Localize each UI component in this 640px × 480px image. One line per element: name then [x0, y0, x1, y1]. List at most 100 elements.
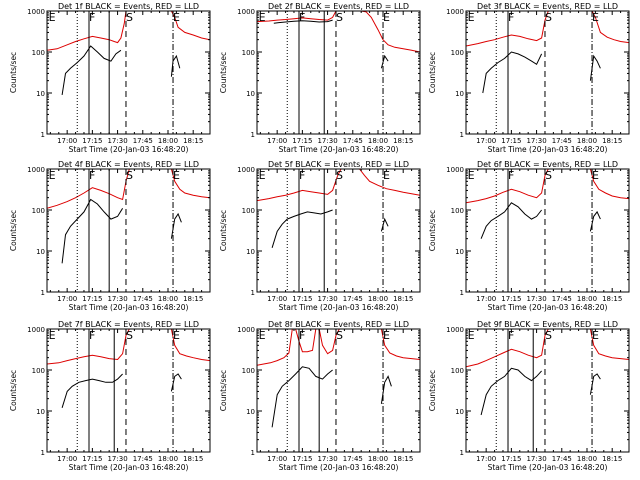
- panel-title: Det 9f BLACK = Events, RED = LLD: [477, 320, 618, 329]
- y-tick-label: 100: [242, 207, 255, 215]
- time-marker-label: E: [173, 11, 180, 24]
- x-tick-label: 18:00: [158, 137, 178, 145]
- events-series-segment: [271, 209, 333, 248]
- lld-series-segment: [466, 169, 549, 204]
- x-tick-label: 17:00: [476, 455, 496, 463]
- x-tick-label: 18:15: [393, 137, 413, 145]
- events-series-segment: [480, 202, 542, 239]
- x-tick-label: 17:15: [501, 455, 521, 463]
- panel-title: Det 4f BLACK = Events, RED = LLD: [58, 160, 199, 169]
- x-tick-label: 17:00: [57, 455, 77, 463]
- y-tick-label: 100: [32, 367, 45, 375]
- x-tick-label: 17:45: [133, 295, 153, 303]
- time-marker-label: S: [545, 11, 552, 24]
- y-tick-label: 10: [246, 90, 255, 98]
- time-marker-label: F: [299, 329, 305, 342]
- time-marker-label: S: [126, 169, 133, 182]
- x-tick-label: 18:15: [602, 137, 622, 145]
- x-tick-label: 17:15: [501, 295, 521, 303]
- time-marker-label: S: [126, 11, 133, 24]
- events-series-segment: [170, 373, 182, 392]
- y-tick-label: 100: [32, 207, 45, 215]
- time-marker-label: F: [89, 329, 95, 342]
- x-tick-label: 18:00: [368, 455, 388, 463]
- x-axis-title: Start Time (20-Jan-03 16:48:20): [69, 145, 189, 154]
- x-tick-label: 18:00: [577, 295, 597, 303]
- y-tick-label: 1000: [446, 166, 464, 174]
- lld-series-segment: [47, 11, 130, 51]
- y-tick-label: 10: [246, 408, 255, 416]
- y-tick-label: 1000: [446, 326, 464, 334]
- y-axis-title: Counts/sec: [9, 210, 18, 251]
- y-tick-label: 1000: [27, 326, 45, 334]
- y-tick-label: 1000: [237, 8, 255, 16]
- x-tick-label: 18:15: [183, 137, 203, 145]
- y-axis-title: Counts/sec: [428, 370, 437, 411]
- x-tick-label: 17:00: [267, 137, 287, 145]
- x-axis-title: Start Time (20-Jan-03 16:48:20): [69, 303, 189, 312]
- lld-series-segment: [257, 169, 342, 202]
- x-axis-title: Start Time (20-Jan-03 16:48:20): [69, 463, 189, 472]
- y-tick-label: 1000: [27, 166, 45, 174]
- x-tick-label: 17:30: [317, 137, 337, 145]
- x-tick-label: 17:00: [57, 295, 77, 303]
- time-marker-label: E: [49, 11, 56, 24]
- y-tick-label: 10: [455, 248, 464, 256]
- x-tick-label: 17:15: [292, 455, 312, 463]
- x-tick-label: 18:00: [368, 295, 388, 303]
- y-tick-label: 1: [251, 131, 255, 139]
- y-axis-title: Counts/sec: [9, 370, 18, 411]
- time-marker-label: F: [299, 11, 305, 24]
- y-tick-label: 1: [41, 449, 45, 457]
- y-axis-title: Counts/sec: [428, 52, 437, 93]
- time-marker-label: F: [89, 169, 95, 182]
- y-axis-title: Counts/sec: [219, 210, 228, 251]
- y-axis-title: Counts/sec: [219, 52, 228, 93]
- x-tick-label: 17:30: [526, 295, 546, 303]
- x-tick-label: 17:45: [343, 137, 363, 145]
- events-series-segment: [61, 45, 122, 95]
- x-tick-label: 17:45: [133, 455, 153, 463]
- x-tick-label: 17:45: [133, 137, 153, 145]
- x-tick-label: 17:30: [317, 455, 337, 463]
- x-tick-label: 17:30: [526, 137, 546, 145]
- x-tick-label: 17:15: [292, 295, 312, 303]
- events-series-segment: [271, 366, 333, 428]
- x-axis-title: Start Time (20-Jan-03 16:48:20): [279, 463, 399, 472]
- x-tick-label: 18:00: [368, 137, 388, 145]
- x-tick-label: 17:15: [82, 137, 102, 145]
- y-tick-label: 10: [455, 90, 464, 98]
- x-tick-label: 17:15: [82, 295, 102, 303]
- y-tick-label: 1000: [446, 8, 464, 16]
- y-tick-label: 10: [36, 408, 45, 416]
- panel-title: Det 1f BLACK = Events, RED = LLD: [58, 2, 199, 11]
- time-marker-label: E: [259, 169, 266, 182]
- x-tick-label: 17:45: [552, 295, 572, 303]
- plot-frame: [465, 328, 630, 453]
- time-marker-label: S: [336, 11, 343, 24]
- x-tick-label: 17:15: [501, 137, 521, 145]
- lld-series-segment: [47, 169, 130, 209]
- time-marker-label: E: [49, 169, 56, 182]
- y-tick-label: 1: [460, 449, 464, 457]
- lld-series-segment: [466, 11, 549, 47]
- time-marker-label: E: [468, 169, 475, 182]
- panel-title: Det 3f BLACK = Events, RED = LLD: [477, 2, 618, 11]
- time-marker-label: E: [173, 329, 180, 342]
- time-marker-label: E: [49, 329, 56, 342]
- events-series-segment: [380, 217, 389, 232]
- lld-series-segment: [170, 11, 210, 41]
- time-marker-label: F: [299, 169, 305, 182]
- time-marker-label: F: [89, 11, 95, 24]
- x-tick-label: 17:45: [343, 455, 363, 463]
